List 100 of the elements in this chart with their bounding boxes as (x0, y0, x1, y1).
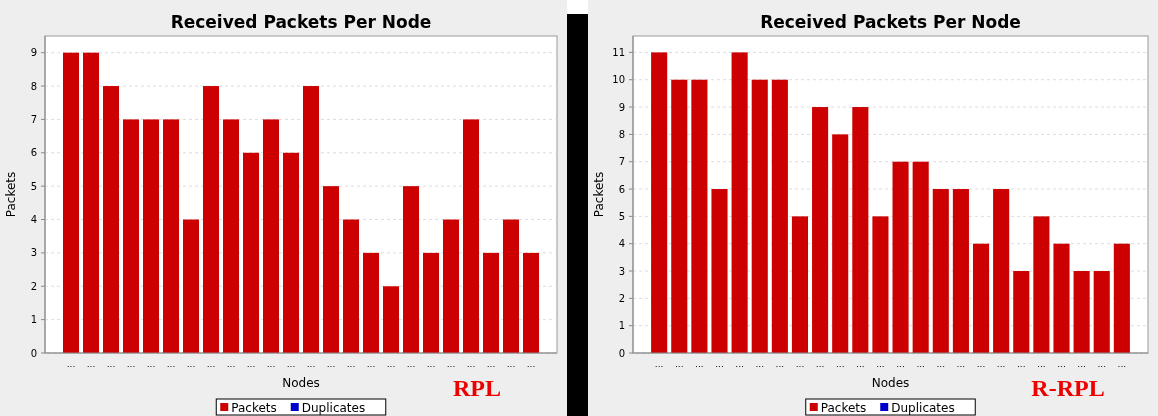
x-tick-label: ... (286, 359, 296, 369)
x-tick-label: ... (466, 359, 476, 369)
x-axis-title: Nodes (282, 376, 320, 390)
bar (771, 79, 788, 353)
x-tick-label: ... (126, 359, 136, 369)
bar (651, 52, 668, 353)
y-tick-label: 2 (618, 292, 625, 304)
y-tick-label: 7 (30, 113, 37, 125)
chart-title: Received Packets Per Node (760, 12, 1021, 32)
bar (1033, 216, 1050, 353)
x-tick-label: ... (1057, 359, 1066, 369)
bar (103, 86, 119, 353)
y-tick-label: 11 (612, 46, 625, 58)
x-tick-label: ... (1097, 359, 1107, 369)
x-tick-label: ... (715, 359, 724, 369)
y-tick-label: 8 (618, 128, 625, 140)
y-tick-label: 8 (30, 80, 37, 92)
bar (711, 189, 728, 353)
x-tick-label: ... (86, 359, 96, 369)
x-tick-label: ... (146, 359, 156, 369)
bar (691, 79, 708, 353)
x-tick-label: ... (326, 359, 336, 369)
x-tick-label: ... (856, 359, 865, 369)
bar (852, 107, 869, 353)
bar (443, 219, 459, 353)
bar (203, 86, 219, 353)
bar (1013, 271, 1030, 353)
x-tick-label: ... (835, 359, 845, 369)
x-tick-label: ... (346, 359, 356, 369)
x-tick-label: ... (106, 359, 116, 369)
x-tick-label: ... (896, 359, 905, 369)
bar (463, 119, 479, 353)
x-tick-label: ... (446, 359, 456, 369)
y-tick-label: 4 (30, 214, 37, 226)
x-tick-label: ... (66, 359, 76, 369)
bar (423, 252, 439, 353)
bar (483, 252, 499, 353)
y-tick-label: 9 (618, 101, 625, 113)
x-tick-label: ... (506, 359, 516, 369)
y-tick-label: 9 (30, 47, 37, 59)
x-tick-label: ... (1117, 359, 1127, 369)
x-tick-label: ... (916, 359, 925, 369)
bar (383, 286, 399, 353)
bar (671, 79, 688, 353)
y-tick-label: 6 (30, 147, 37, 159)
x-tick-label: ... (695, 359, 704, 369)
bar (143, 119, 159, 353)
x-tick-label: ... (674, 359, 684, 369)
bar (283, 152, 299, 353)
x-tick-label: ... (166, 359, 176, 369)
y-tick-label: 0 (30, 347, 37, 359)
legend-label: Packets (820, 400, 867, 415)
x-tick-label: ... (755, 359, 765, 369)
bar (1093, 271, 1110, 353)
x-tick-label: ... (426, 359, 436, 369)
bar (303, 86, 319, 353)
x-tick-label: ... (386, 359, 396, 369)
y-tick-label: 3 (618, 265, 625, 277)
x-tick-label: ... (406, 359, 416, 369)
x-tick-label: ... (1037, 359, 1046, 369)
x-tick-label: ... (186, 359, 196, 369)
x-tick-label: ... (226, 359, 236, 369)
x-tick-label: ... (876, 359, 885, 369)
y-tick-label: 6 (618, 183, 625, 195)
text: R-RPL (1031, 375, 1105, 401)
bar (263, 119, 279, 353)
legend-label: Duplicates (891, 400, 955, 415)
x-axis-title: Nodes (871, 376, 910, 390)
bar (223, 119, 239, 353)
y-axis-title: Packets (592, 171, 606, 218)
bar (343, 219, 359, 353)
x-tick-label: ... (486, 359, 496, 369)
y-tick-label: 7 (618, 156, 625, 168)
x-tick-label: ... (956, 359, 966, 369)
bar (1073, 271, 1090, 353)
y-tick-label: 3 (30, 247, 37, 259)
y-tick-label: 10 (612, 74, 625, 86)
bar (972, 243, 990, 353)
chart-title: Received Packets Per Node (170, 12, 432, 32)
x-tick-label: ... (815, 359, 825, 369)
x-tick-label: ... (366, 359, 376, 369)
bar (243, 152, 259, 353)
y-tick-label: 4 (618, 238, 625, 250)
bar (832, 134, 849, 353)
bar (123, 119, 139, 353)
text: RPL (453, 375, 501, 401)
y-tick-label: 5 (30, 180, 37, 192)
y-tick-label: 5 (618, 210, 625, 222)
bar (932, 189, 949, 353)
x-tick-label: ... (996, 359, 1006, 369)
bar (323, 186, 339, 353)
x-tick-label: ... (1016, 359, 1026, 369)
y-tick-label: 2 (30, 280, 37, 292)
bar (912, 161, 929, 353)
bar (952, 189, 969, 353)
x-tick-label: ... (526, 359, 536, 369)
bar (731, 52, 748, 353)
bar (403, 186, 419, 353)
x-tick-label: ... (795, 359, 805, 369)
bar (503, 219, 519, 353)
